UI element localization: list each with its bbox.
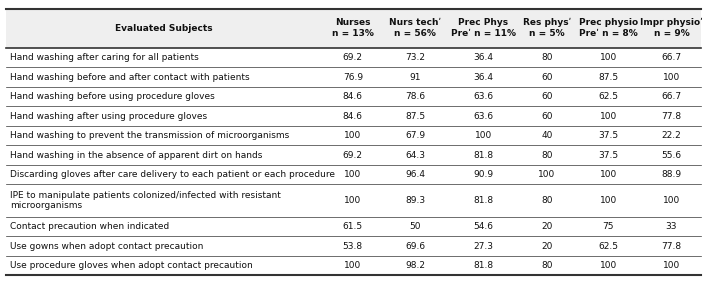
Text: 89.3: 89.3 xyxy=(405,196,426,205)
Text: 76.9: 76.9 xyxy=(343,73,363,82)
Text: 22.2: 22.2 xyxy=(662,131,682,140)
Text: 33: 33 xyxy=(666,222,677,231)
Text: 100: 100 xyxy=(538,170,556,179)
Text: Res physʹ
n = 5%: Res physʹ n = 5% xyxy=(522,18,571,38)
Text: 80: 80 xyxy=(541,196,553,205)
Text: 75: 75 xyxy=(602,222,614,231)
Text: Hand washing to prevent the transmission of microorganisms: Hand washing to prevent the transmission… xyxy=(10,131,289,140)
Text: Discarding gloves after care delivery to each patient or each procedure: Discarding gloves after care delivery to… xyxy=(10,170,335,179)
Text: 27.3: 27.3 xyxy=(473,242,493,251)
Text: 80: 80 xyxy=(541,261,553,270)
Text: 20: 20 xyxy=(542,222,553,231)
Text: 100: 100 xyxy=(600,170,617,179)
Text: 87.5: 87.5 xyxy=(405,112,426,121)
Text: 81.8: 81.8 xyxy=(473,151,493,160)
Text: 78.6: 78.6 xyxy=(405,92,426,101)
Text: 62.5: 62.5 xyxy=(598,92,618,101)
Text: 77.8: 77.8 xyxy=(661,112,682,121)
Text: 53.8: 53.8 xyxy=(343,242,363,251)
Text: Hand washing after using procedure gloves: Hand washing after using procedure glove… xyxy=(10,112,207,121)
Text: 100: 100 xyxy=(344,261,361,270)
Text: 100: 100 xyxy=(600,112,617,121)
Text: 100: 100 xyxy=(600,196,617,205)
Text: 36.4: 36.4 xyxy=(473,73,493,82)
Text: 66.7: 66.7 xyxy=(661,92,682,101)
Text: Hand washing before using procedure gloves: Hand washing before using procedure glov… xyxy=(10,92,215,101)
Text: 37.5: 37.5 xyxy=(598,151,618,160)
Text: Prec Phys
Preʹ n = 11%: Prec Phys Preʹ n = 11% xyxy=(451,18,515,38)
Text: Impr physioʹ
n = 9%: Impr physioʹ n = 9% xyxy=(640,18,703,38)
Text: 69.2: 69.2 xyxy=(343,151,363,160)
Text: 69.6: 69.6 xyxy=(405,242,426,251)
Text: 81.8: 81.8 xyxy=(473,196,493,205)
Text: Nurs techʹ
n = 56%: Nurs techʹ n = 56% xyxy=(390,18,442,38)
Text: 91: 91 xyxy=(409,73,421,82)
Text: 77.8: 77.8 xyxy=(661,242,682,251)
Text: 100: 100 xyxy=(662,196,680,205)
Text: 100: 100 xyxy=(662,73,680,82)
Text: Nurses
n = 13%: Nurses n = 13% xyxy=(332,18,374,38)
Text: 84.6: 84.6 xyxy=(343,92,363,101)
Text: 40: 40 xyxy=(542,131,553,140)
Text: 54.6: 54.6 xyxy=(473,222,493,231)
Text: Hand washing in the absence of apparent dirt on hands: Hand washing in the absence of apparent … xyxy=(10,151,262,160)
Text: Evaluated Subjects: Evaluated Subjects xyxy=(115,24,213,33)
Text: 100: 100 xyxy=(344,131,361,140)
Text: 100: 100 xyxy=(344,170,361,179)
Text: 80: 80 xyxy=(541,151,553,160)
Text: Use gowns when adopt contact precaution: Use gowns when adopt contact precaution xyxy=(10,242,204,251)
Text: 61.5: 61.5 xyxy=(343,222,363,231)
Text: 100: 100 xyxy=(600,53,617,62)
Text: 81.8: 81.8 xyxy=(473,261,493,270)
Text: 60: 60 xyxy=(541,73,553,82)
Text: 84.6: 84.6 xyxy=(343,112,363,121)
Text: 60: 60 xyxy=(541,92,553,101)
Text: 66.7: 66.7 xyxy=(661,53,682,62)
Text: 37.5: 37.5 xyxy=(598,131,618,140)
Text: 36.4: 36.4 xyxy=(473,53,493,62)
Text: Use procedure gloves when adopt contact precaution: Use procedure gloves when adopt contact … xyxy=(10,261,252,270)
Text: 100: 100 xyxy=(600,261,617,270)
Text: 63.6: 63.6 xyxy=(473,112,493,121)
Text: 80: 80 xyxy=(541,53,553,62)
Text: 88.9: 88.9 xyxy=(661,170,682,179)
Text: 98.2: 98.2 xyxy=(405,261,426,270)
Text: 60: 60 xyxy=(541,112,553,121)
Text: Prec physio
Preʹ n = 8%: Prec physio Preʹ n = 8% xyxy=(578,18,638,38)
Text: 64.3: 64.3 xyxy=(405,151,426,160)
Bar xyxy=(6,9,701,48)
Text: 90.9: 90.9 xyxy=(473,170,493,179)
Text: 67.9: 67.9 xyxy=(405,131,426,140)
Text: 62.5: 62.5 xyxy=(598,242,618,251)
Text: 69.2: 69.2 xyxy=(343,53,363,62)
Text: Contact precaution when indicated: Contact precaution when indicated xyxy=(10,222,169,231)
Text: 55.6: 55.6 xyxy=(661,151,682,160)
Text: 63.6: 63.6 xyxy=(473,92,493,101)
Text: 100: 100 xyxy=(662,261,680,270)
Text: IPE to manipulate patients colonized/infected with resistant
microorganisms: IPE to manipulate patients colonized/inf… xyxy=(10,191,281,210)
Text: 20: 20 xyxy=(542,242,553,251)
Text: Hand washing after caring for all patients: Hand washing after caring for all patien… xyxy=(10,53,199,62)
Text: 87.5: 87.5 xyxy=(598,73,618,82)
Text: 50: 50 xyxy=(409,222,421,231)
Text: Hand washing before and after contact with patients: Hand washing before and after contact wi… xyxy=(10,73,250,82)
Text: 96.4: 96.4 xyxy=(405,170,426,179)
Text: 73.2: 73.2 xyxy=(405,53,426,62)
Text: 100: 100 xyxy=(474,131,492,140)
Text: 100: 100 xyxy=(344,196,361,205)
